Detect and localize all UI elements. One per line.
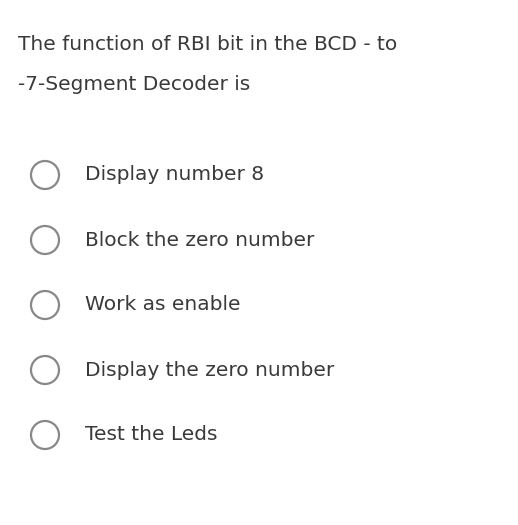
Text: Block the zero number: Block the zero number — [85, 230, 314, 249]
Text: Work as enable: Work as enable — [85, 296, 240, 314]
Text: -7-Segment Decoder is: -7-Segment Decoder is — [18, 75, 250, 94]
Text: Test the Leds: Test the Leds — [85, 425, 218, 445]
Text: The function of RBI bit in the BCD - to: The function of RBI bit in the BCD - to — [18, 35, 397, 54]
Text: Display number 8: Display number 8 — [85, 165, 264, 184]
Text: Display the zero number: Display the zero number — [85, 361, 334, 380]
